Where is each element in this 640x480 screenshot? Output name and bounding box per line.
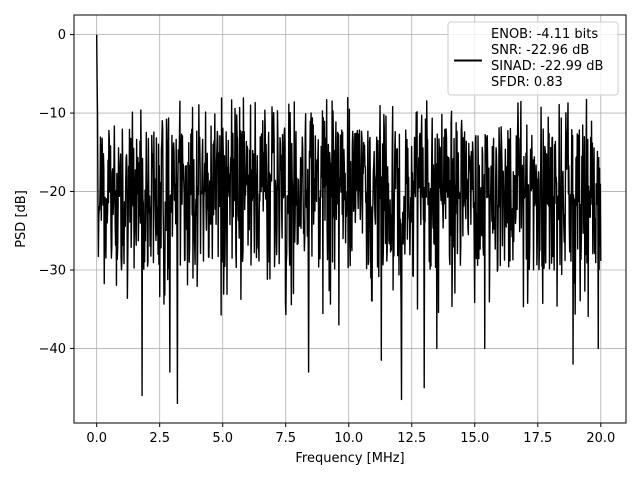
axes-frame [73,14,627,424]
legend-box [447,21,619,96]
legend: ENOB: -4.11 bits SNR: -22.96 dB SINAD: -… [447,21,619,96]
legend-entry-snr: SNR: -22.96 dB [491,43,589,58]
legend-entry-sinad: SINAD: -22.99 dB [491,59,603,74]
y-tick-label: −20 [39,185,66,200]
x-tick-label: 5.0 [212,431,233,446]
y-axis-label: PSD [dB] [14,190,29,248]
x-tick-label: 7.5 [275,431,296,446]
x-axis-label: Frequency [MHz] [295,451,404,466]
x-tick-label: 12.5 [397,431,426,446]
y-tick-label: −30 [39,264,66,279]
y-tick-label: −10 [39,107,66,122]
legend-entry-sfdr: SFDR: 0.83 [491,75,563,90]
psd-series-line [95,34,602,405]
x-tick-label: 15.0 [460,431,489,446]
y-tick-label: 0 [58,28,66,43]
x-tick-label: 17.5 [523,431,552,446]
x-tick-label: 20.0 [586,431,615,446]
x-axis-ticks: 0.0 2.5 5.0 7.5 10.0 12.5 15.0 17.5 20.0 [86,423,615,446]
x-tick-label: 2.5 [149,431,170,446]
x-tick-label: 10.0 [334,431,363,446]
x-tick-label: 0.0 [86,431,107,446]
y-tick-label: −40 [39,342,66,357]
plot-area [95,34,602,405]
legend-entry-enob: ENOB: -4.11 bits [491,27,598,42]
y-axis-ticks: 0 −10 −20 −30 −40 [39,28,74,357]
